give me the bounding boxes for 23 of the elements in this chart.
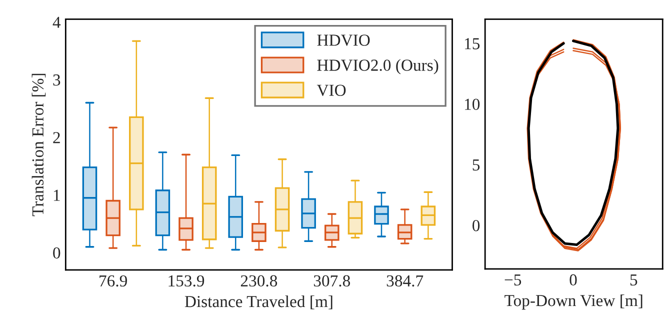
x-axis-title: Distance Traveled [m] [184, 295, 332, 310]
y-tick-label: 0 [53, 247, 60, 259]
legend-label: VIO [316, 84, 346, 96]
x-tick-label: 307.8 [314, 275, 350, 287]
y-tick-label: 2 [53, 132, 60, 144]
y-tick-label: 10 [465, 98, 480, 110]
y-axis-title: Translation Error [%] [32, 74, 46, 216]
y-tick-label: 4 [52, 16, 61, 28]
y-tick-label: 5 [472, 160, 480, 171]
legend-label: HDVIO [317, 34, 370, 46]
x-tick-label: 230.8 [240, 275, 278, 287]
y-tick-label: 3 [53, 74, 60, 86]
y-tick-label: 15 [465, 38, 480, 50]
x-axis-title: Top-Down View [m] [504, 294, 642, 310]
y-tick-label: 1 [54, 190, 60, 201]
x-tick-label: 153.9 [168, 275, 204, 287]
x-tick-label: 5 [630, 274, 638, 286]
legend-label: HDVIO2.0 (Ours) [317, 59, 438, 74]
x-tick-label: 384.7 [386, 275, 424, 287]
x-tick-label: 76.9 [100, 275, 127, 287]
x-tick-label: −5 [504, 274, 522, 286]
x-tick-label: 0 [570, 274, 577, 286]
y-tick-label: 0 [472, 220, 480, 232]
